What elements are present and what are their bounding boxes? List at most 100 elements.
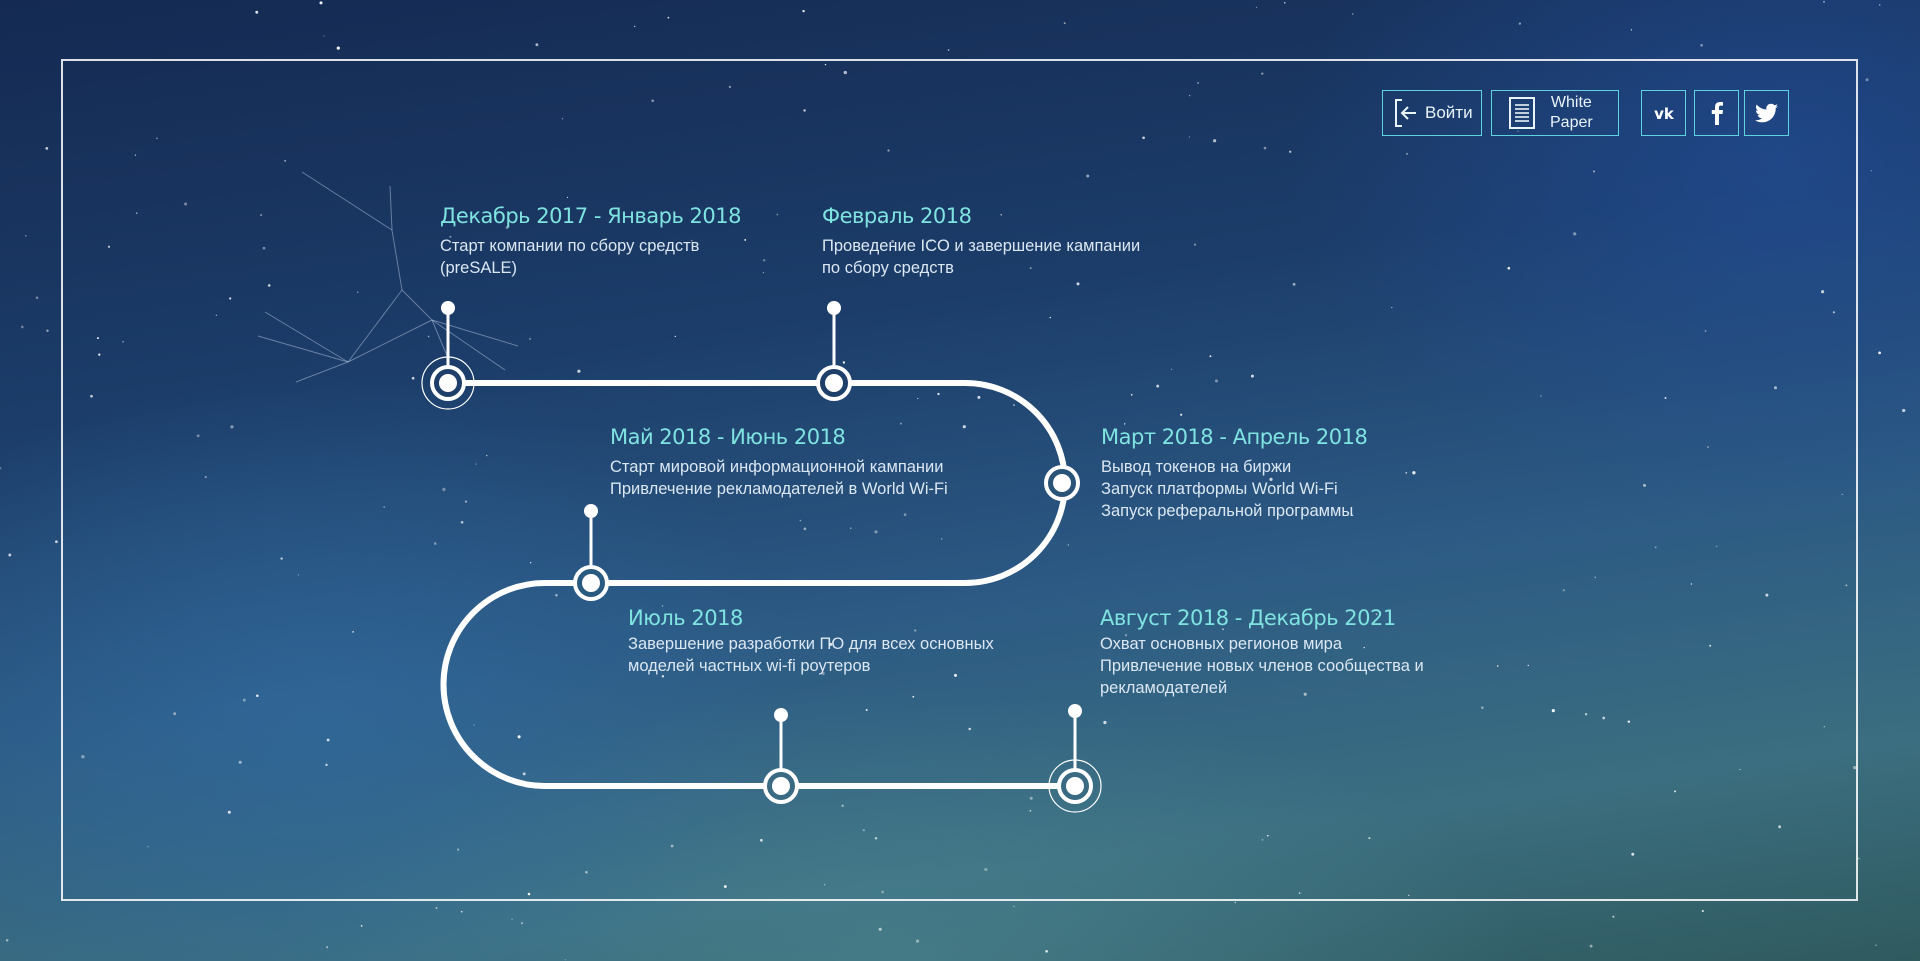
star <box>1269 477 1273 481</box>
star <box>511 918 513 920</box>
star <box>937 392 940 396</box>
star <box>585 871 588 874</box>
star <box>1701 909 1704 913</box>
timeline-track <box>440 380 1078 789</box>
milestone-title: Декабрь 2017 - Январь 2018 <box>440 204 741 228</box>
star <box>1013 404 1015 406</box>
milestone-title: Август 2018 - Декабрь 2021 <box>1100 606 1396 630</box>
star <box>55 540 58 544</box>
milestone-text: Старт компании по сбору средств <box>440 237 700 255</box>
star <box>156 137 158 139</box>
facebook-button[interactable] <box>1694 90 1739 136</box>
star <box>1507 266 1511 270</box>
star <box>1170 368 1173 370</box>
star <box>1654 546 1657 549</box>
star <box>1773 386 1778 390</box>
star <box>670 844 674 848</box>
star <box>1250 374 1254 378</box>
star <box>577 369 581 373</box>
star <box>464 500 468 503</box>
star <box>357 291 359 293</box>
star <box>1584 713 1588 716</box>
star <box>744 238 747 241</box>
login-button[interactable]: Войти <box>1382 90 1482 136</box>
star <box>352 631 354 633</box>
star <box>460 520 464 524</box>
star <box>1298 892 1301 894</box>
milestone-text: моделей частных wi-fi роутеров <box>628 657 871 675</box>
star <box>1076 282 1080 286</box>
star <box>227 810 231 814</box>
star <box>242 698 246 702</box>
node-5 <box>763 768 799 804</box>
star <box>1518 22 1522 25</box>
star <box>823 883 826 886</box>
star <box>968 727 971 731</box>
star <box>1086 174 1090 178</box>
star <box>460 910 463 913</box>
star <box>1845 584 1848 587</box>
star <box>651 99 655 103</box>
star <box>555 594 558 597</box>
star <box>529 561 532 564</box>
star <box>35 296 39 299</box>
star <box>505 226 509 229</box>
star <box>1214 379 1219 383</box>
star <box>229 297 232 300</box>
stem-dot-2 <box>827 301 841 315</box>
star <box>1292 282 1296 286</box>
star <box>891 240 895 243</box>
star <box>360 925 363 927</box>
white-paper-button[interactable]: White Paper <box>1491 90 1619 136</box>
star <box>1288 150 1292 154</box>
star <box>862 829 865 832</box>
star <box>1375 613 1378 616</box>
star <box>1351 514 1354 517</box>
star <box>821 672 825 675</box>
star <box>204 476 207 479</box>
star <box>475 463 477 465</box>
star <box>262 246 266 250</box>
white-paper-line1: White <box>1550 94 1592 111</box>
star <box>184 202 188 206</box>
star <box>1391 306 1393 309</box>
milestone-text: рекламодателей <box>1100 679 1228 697</box>
star <box>46 329 49 332</box>
star <box>899 422 902 425</box>
star <box>255 10 259 14</box>
star <box>230 425 234 429</box>
star <box>1664 396 1667 400</box>
star <box>1180 413 1183 416</box>
star <box>1303 692 1307 696</box>
node-4 <box>573 565 609 601</box>
star <box>1853 765 1857 770</box>
stem-dot-1 <box>441 301 455 315</box>
star <box>661 605 664 607</box>
star <box>1283 1 1286 4</box>
star <box>1405 472 1408 474</box>
node-1 <box>421 356 475 410</box>
twitter-button[interactable] <box>1744 90 1789 136</box>
star <box>1029 796 1033 800</box>
star <box>90 394 93 398</box>
star <box>1124 423 1126 425</box>
vk-button[interactable]: vk <box>1641 90 1686 136</box>
star <box>880 220 883 222</box>
star <box>122 340 124 343</box>
star <box>1103 720 1107 725</box>
star <box>865 709 868 711</box>
star <box>561 118 564 120</box>
star <box>954 673 957 677</box>
star <box>267 284 271 287</box>
star <box>1000 214 1002 216</box>
stem-dot-6 <box>1068 704 1082 718</box>
star <box>803 527 807 531</box>
star <box>723 885 727 888</box>
star <box>1266 834 1269 837</box>
star <box>1049 316 1052 319</box>
milestone-text: (preSALE) <box>440 259 518 277</box>
star <box>107 245 111 248</box>
star <box>1602 716 1606 720</box>
